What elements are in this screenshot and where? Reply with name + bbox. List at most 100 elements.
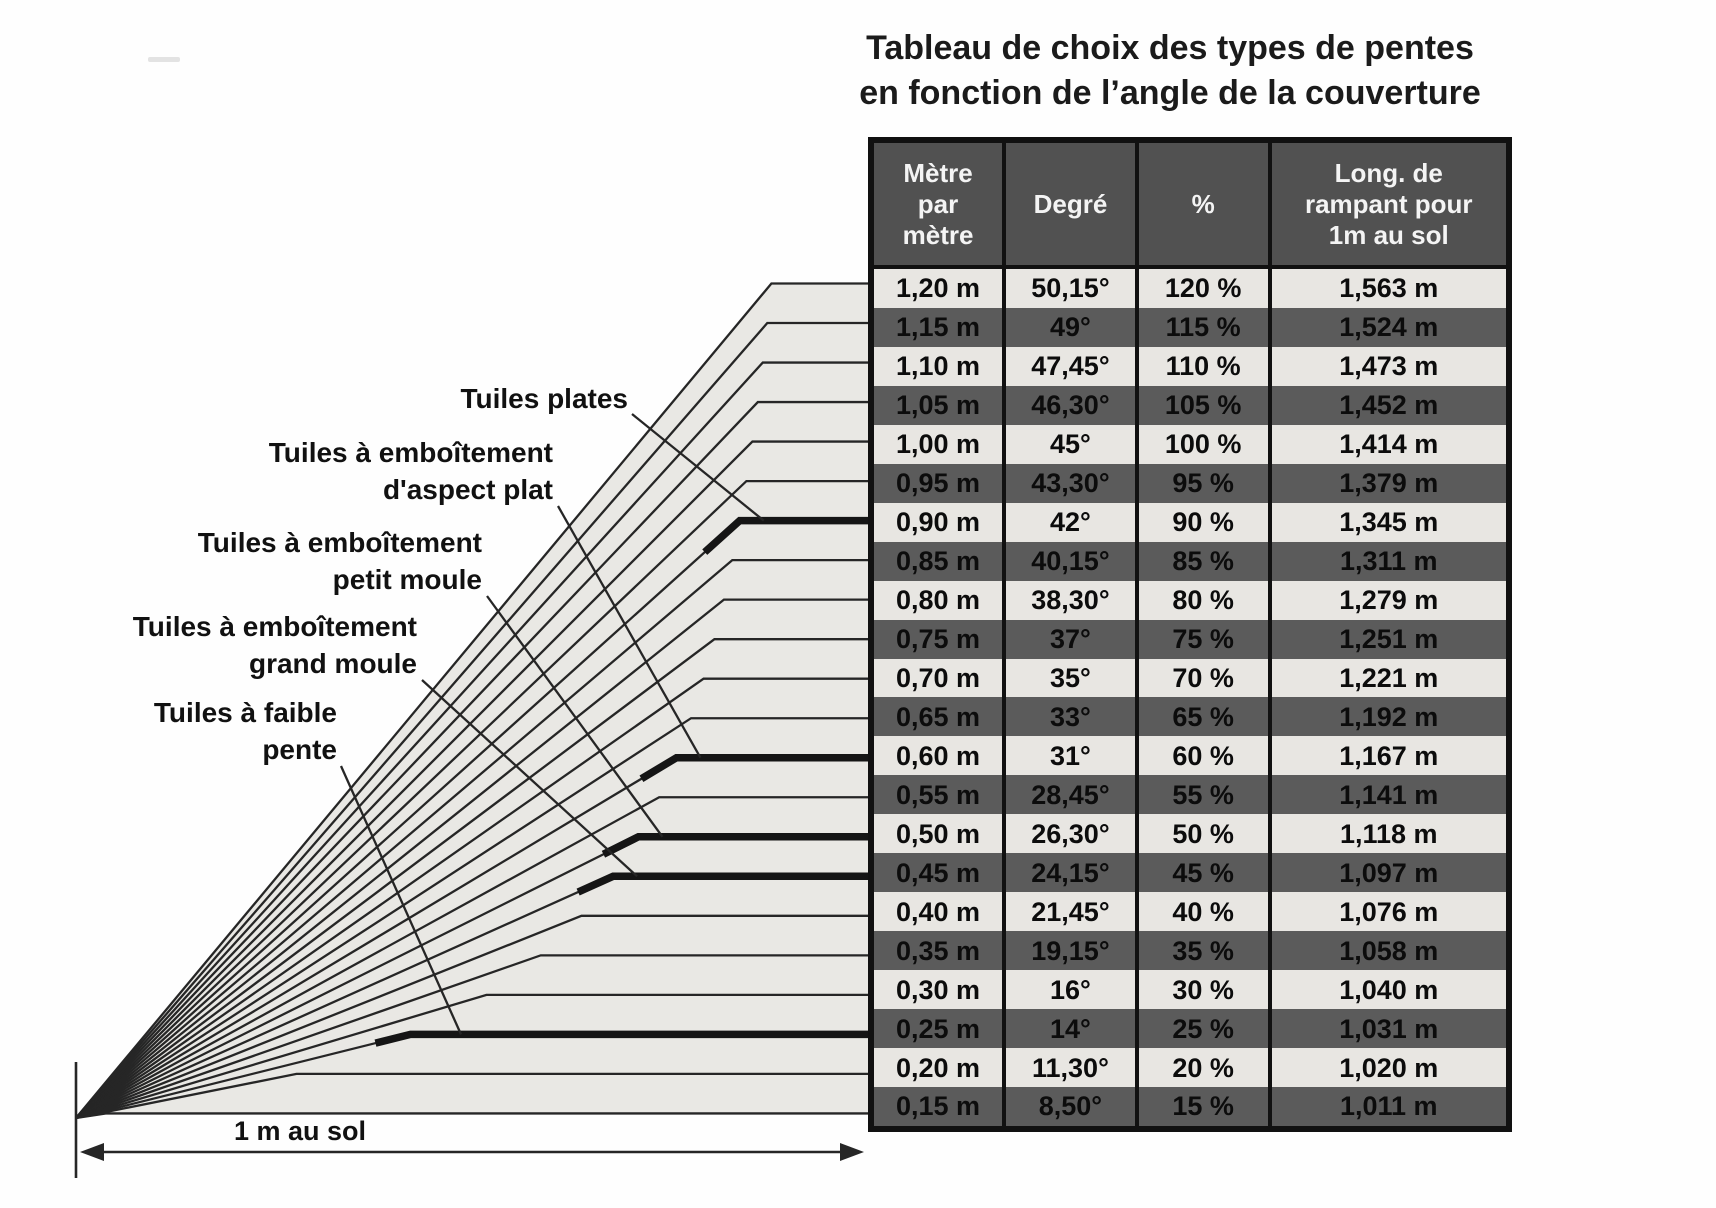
header-line: rampant pour [1304, 188, 1473, 219]
cell-pct: 95 % [1139, 463, 1272, 503]
cell-rampant: 1,345 m [1339, 507, 1439, 538]
cell-metre: 0,50 m [874, 814, 1007, 854]
cell-metre: 0,55 m [874, 775, 1007, 815]
cell-degre: 33° [1006, 697, 1139, 737]
table-row: 0,60 m 31° 60 % 1,167 m [874, 736, 1506, 776]
cell-degre: 47,45° [1006, 346, 1139, 386]
cell-metre: 0,85 m [874, 541, 1007, 581]
table-row: 0,35 m 19,15° 35 % 1,058 m [874, 931, 1506, 971]
boundary-thick-segment [639, 753, 872, 782]
cell-rampant: 1,524 m [1339, 312, 1439, 343]
cell-pct: 80 % [1139, 580, 1272, 620]
cell-metre: 0,65 m [874, 697, 1007, 737]
table-row: 0,95 m 43,30° 95 % 1,379 m [874, 463, 1506, 503]
cell-metre: 0,40 m [874, 892, 1007, 932]
cell-metre: 0,80 m [874, 580, 1007, 620]
cell-rampant: 1,221 m [1339, 663, 1439, 693]
arrowhead-left [80, 1143, 104, 1161]
table-row: 0,85 m 40,15° 85 % 1,311 m [874, 541, 1506, 581]
cell-metre: 1,15 m [874, 307, 1007, 347]
cell-metre: 0,35 m [874, 931, 1007, 971]
cell-metre: 0,90 m [874, 502, 1007, 542]
scan-smudge [148, 57, 180, 62]
cell-rampant: 1,020 m [1339, 1052, 1439, 1083]
cell-metre: 0,45 m [874, 853, 1007, 893]
cell-rampant: 1,031 m [1339, 1013, 1439, 1044]
tile-label: Tuiles à faible pente [154, 697, 337, 765]
table-row: 0,70 m 35° 70 % 1,221 m [874, 658, 1506, 698]
slope-line-70% [75, 677, 872, 1119]
cell-degre: 11,30° [1006, 1048, 1139, 1088]
cell-metre: 0,25 m [874, 1009, 1007, 1049]
table-row: 0,65 m 33° 65 % 1,192 m [874, 697, 1506, 737]
cell-pct: 120 % [1139, 269, 1272, 308]
cell-degre: 28,45° [1006, 775, 1139, 815]
cell-pct: 110 % [1139, 346, 1272, 386]
table-header-row: Mètre par mètre Degré% Long. de rampant pour 1… [874, 143, 1506, 269]
cell-rampant: 1,473 m [1339, 351, 1439, 382]
label-leader-line [421, 679, 638, 878]
cell-pct: 40 % [1139, 892, 1272, 932]
cell-rampant: 1,414 m [1339, 429, 1439, 460]
slope-line-120% [75, 282, 872, 1119]
header-cell-1: Degré [1006, 143, 1139, 265]
table-row: 1,20 m 50,15° 120 % 1,563 m [874, 269, 1506, 308]
cell-metre: 0,70 m [874, 658, 1007, 698]
header-line: par [917, 188, 959, 219]
tile-label: Tuiles à emboîtement d'aspect plat [269, 437, 553, 505]
cell-degre: 19,15° [1006, 931, 1139, 971]
arrowhead-right [840, 1143, 864, 1161]
cell-rampant: 1,076 m [1339, 896, 1439, 927]
slope-line-35% [75, 954, 872, 1120]
table-row: 0,75 m 37° 75 % 1,251 m [874, 619, 1506, 659]
cell-pct: 85 % [1139, 541, 1272, 581]
cell-pct: 45 % [1139, 853, 1272, 893]
header-line: Long. de [1334, 157, 1443, 188]
cell-metre: 0,20 m [874, 1048, 1007, 1088]
tile-label: Tuiles plates [460, 383, 628, 414]
table-row: 0,15 m 8,50° 15 % 1,011 m [874, 1087, 1506, 1126]
cell-pct: 50 % [1139, 814, 1272, 854]
slope-line-15% [75, 1112, 872, 1120]
header-line: % [1191, 188, 1215, 219]
slope-line-95% [75, 479, 872, 1119]
slope-line-85% [75, 558, 872, 1119]
table-row: 0,80 m 38,30° 80 % 1,279 m [874, 580, 1506, 620]
cell-pct: 55 % [1139, 775, 1272, 815]
label-leader-line [486, 595, 664, 838]
cell-rampant: 1,118 m [1339, 818, 1438, 849]
header-cell-2: % [1139, 143, 1272, 265]
table-row: 1,15 m 49° 115 % 1,524 m [874, 307, 1506, 347]
cell-degre: 21,45° [1006, 892, 1139, 932]
header-line: mètre [902, 219, 974, 250]
boundary-thick-segment [374, 1030, 872, 1047]
slope-line-40% [75, 914, 872, 1120]
cell-degre: 24,15° [1006, 853, 1139, 893]
slope-line-20% [75, 1072, 872, 1120]
cell-pct: 60 % [1139, 736, 1272, 776]
tile-label: Tuiles à emboîtement petit moule [198, 527, 482, 595]
table-row: 0,90 m 42° 90 % 1,345 m [874, 502, 1506, 542]
cell-degre: 40,15° [1006, 541, 1139, 581]
slope-line-110% [75, 361, 872, 1119]
title-line-1: Tableau de choix des types de pentes [866, 29, 1474, 67]
cell-rampant: 1,452 m [1339, 390, 1439, 421]
table-row: 0,30 m 16° 30 % 1,040 m [874, 970, 1506, 1010]
table-row: 0,55 m 28,45° 55 % 1,141 m [874, 775, 1506, 815]
cell-pct: 100 % [1139, 424, 1272, 464]
boundary-thick-segment [702, 516, 872, 555]
label-leader-line [339, 765, 463, 1035]
slope-line-30% [75, 993, 872, 1120]
cell-rampant: 1,040 m [1339, 974, 1439, 1005]
cell-pct: 105 % [1139, 385, 1272, 425]
cell-degre: 50,15° [1006, 269, 1139, 308]
label-leader-line [556, 505, 702, 759]
cell-degre: 46,30° [1006, 385, 1139, 425]
cell-degre: 35° [1006, 658, 1139, 698]
slope-line-75% [75, 638, 872, 1119]
cell-metre: 1,05 m [874, 385, 1007, 425]
cell-metre: 0,75 m [874, 619, 1007, 659]
cell-rampant: 1,279 m [1339, 585, 1439, 616]
slope-line-65% [75, 717, 872, 1119]
cell-degre: 37° [1006, 619, 1139, 659]
